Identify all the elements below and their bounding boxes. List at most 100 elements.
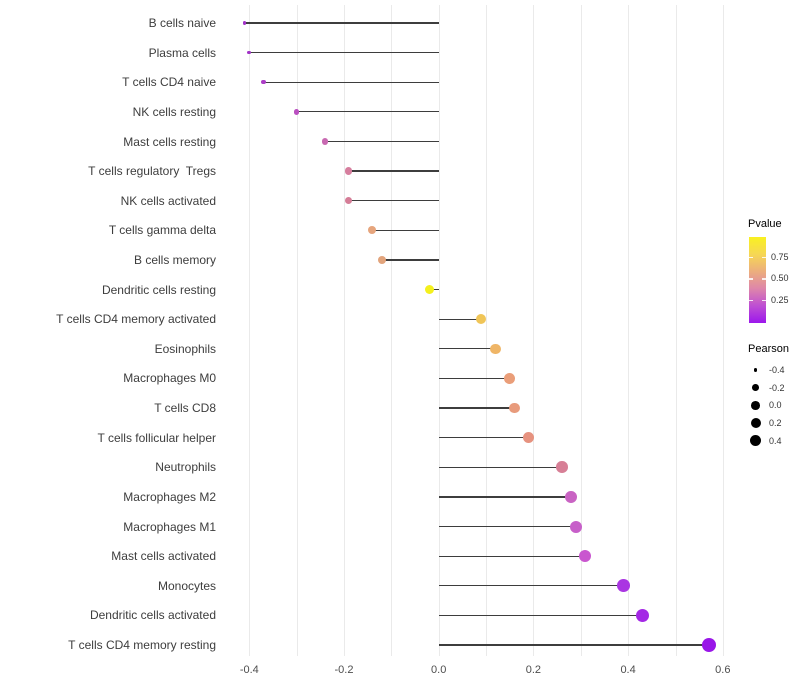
lollipop-stem [438, 614, 643, 617]
lollipop-dot [617, 579, 630, 593]
x-tick-label: 0.6 [715, 664, 731, 676]
gridline [675, 5, 677, 656]
category-label: NK cells resting [132, 104, 216, 119]
x-tick-label: 0.2 [525, 664, 542, 676]
pearson-size-dot [751, 401, 760, 410]
lollipop-stem [438, 525, 576, 528]
lollipop-stem [438, 377, 510, 380]
category-label: Macrophages M2 [123, 489, 216, 504]
category-label: B cells naive [148, 16, 216, 30]
lollipop-dot [261, 80, 266, 85]
lollipop-dot [509, 402, 520, 414]
gradient-tick [749, 256, 753, 259]
lollipop-dot [247, 50, 252, 55]
lollipop-stem [438, 644, 709, 646]
category-label: T cells follicular helper [97, 430, 217, 445]
category-label: Eosinophils [154, 341, 216, 356]
category-label: Macrophages M0 [123, 371, 216, 386]
pearson-size-dot [749, 435, 762, 447]
lollipop-dot [345, 167, 353, 175]
lollipop-stem [438, 585, 624, 587]
plot-panel [221, 5, 735, 656]
pearson-size-dot [753, 368, 758, 372]
lollipop-stem [438, 348, 496, 350]
gradient-tick [762, 299, 766, 302]
pvalue-tick-label: 0.75 [771, 251, 789, 262]
pearson-size-dot [752, 384, 759, 392]
lollipop-dot [242, 21, 247, 25]
x-tick-label: -0.4 [239, 664, 259, 676]
gridline [249, 5, 251, 656]
lollipop-stem [249, 52, 439, 54]
pearson-size-label: -0.2 [769, 382, 785, 393]
lollipop-dot [701, 638, 716, 652]
category-label: Dendritic cells activated [89, 608, 216, 623]
category-label: Macrophages M1 [123, 519, 216, 534]
lollipop-dot [424, 285, 434, 295]
x-tick-label: -0.2 [334, 664, 354, 676]
gradient-tick [762, 256, 766, 259]
category-label: B cells memory [133, 253, 216, 267]
pearson-size-label: 0.0 [769, 400, 782, 411]
x-tick-label: 0.4 [620, 664, 636, 676]
lollipop-stem [348, 200, 439, 202]
gridline [722, 5, 724, 656]
category-label: Neutrophils [155, 460, 216, 475]
pearson-size-dot [750, 418, 761, 429]
pvalue-tick-label: 0.50 [771, 273, 789, 284]
lollipop-stem [429, 288, 439, 291]
gridline [486, 5, 488, 656]
lollipop-dot [579, 550, 592, 563]
lollipop-dot [345, 197, 353, 205]
lollipop-dot [565, 491, 578, 503]
category-label: Mast cells activated [111, 549, 216, 564]
category-label: NK cells activated [120, 193, 216, 208]
lollipop-stem [296, 111, 439, 113]
category-label: Monocytes [157, 578, 216, 593]
category-label: T cells CD4 naive [122, 75, 216, 90]
lollipop-stem [438, 496, 572, 498]
gridline [580, 5, 582, 656]
category-label: T cells gamma delta [108, 223, 216, 238]
category-label: T cells regulatory Tregs [88, 164, 216, 179]
lollipop-dot [523, 432, 535, 444]
lollipop-dot [504, 373, 516, 384]
lollipop-stem [438, 466, 562, 468]
lollipop-dot [377, 255, 386, 265]
lollipop-stem [381, 259, 439, 261]
gridline [628, 5, 630, 656]
lollipop-dot [490, 343, 501, 355]
lollipop-dot [635, 608, 649, 622]
pearson-size-label: 0.2 [769, 418, 782, 429]
category-label: Plasma cells [148, 45, 216, 60]
pvalue-tick-label: 0.25 [771, 294, 789, 305]
pvalue-gradient-bar [749, 237, 766, 323]
gridline [533, 5, 535, 656]
lollipop-dot [570, 520, 582, 533]
gradient-tick [762, 278, 766, 280]
category-label: T cells CD8 [154, 401, 216, 416]
lollipop-stem [348, 170, 439, 172]
lollipop-dot [293, 109, 300, 115]
gradient-tick [749, 299, 753, 302]
lollipop-stem [372, 229, 439, 231]
lollipop-stem [244, 22, 439, 24]
gradient-tick [749, 278, 753, 280]
lollipop-stem [438, 555, 586, 557]
category-label: Dendritic cells resting [101, 282, 216, 297]
gridline [391, 5, 393, 656]
lollipop-stem [438, 437, 529, 439]
lollipop-dot [368, 226, 377, 235]
lollipop-dot [476, 314, 487, 325]
pvalue-legend-title: Pvalue [748, 218, 782, 230]
pearson-size-label: 0.4 [769, 435, 782, 446]
lollipop-dot [555, 461, 568, 474]
lollipop-stem [325, 140, 439, 143]
lollipop-dot [321, 138, 329, 145]
lollipop-stem [438, 407, 515, 409]
category-label: Mast cells resting [123, 134, 216, 149]
pearson-legend-title: Pearson [748, 343, 789, 355]
lollipop-stem [263, 81, 439, 83]
category-label: T cells CD4 memory activated [56, 312, 216, 327]
